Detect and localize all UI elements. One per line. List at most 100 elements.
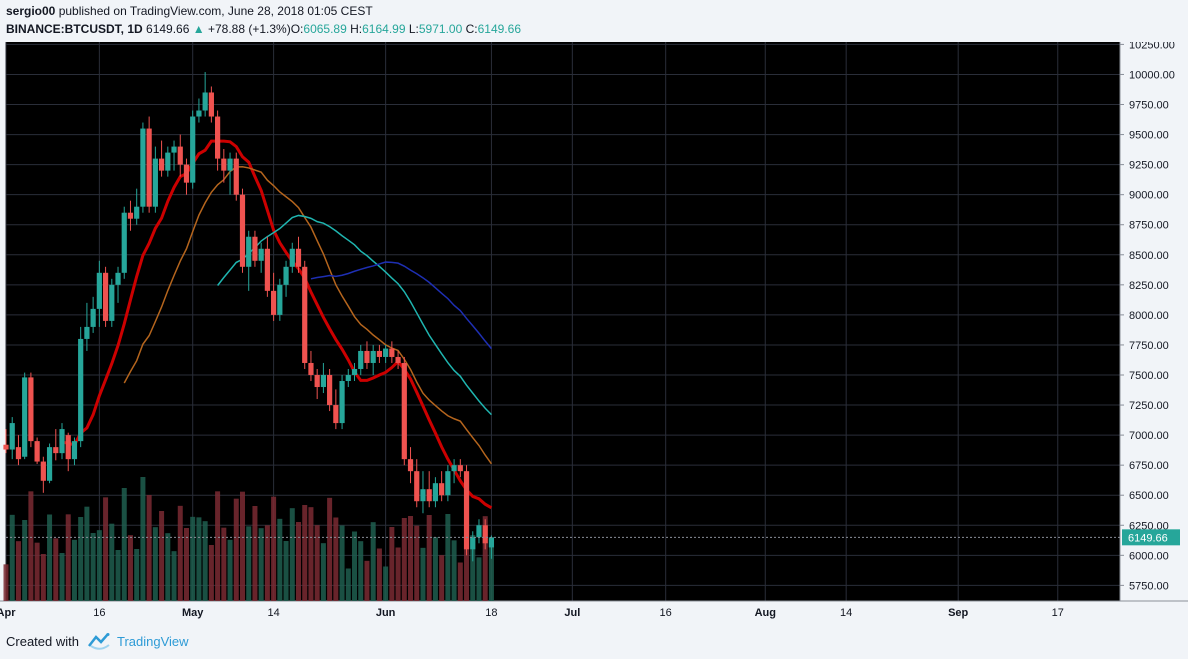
- volume-bar: [127, 535, 133, 601]
- volume-bar: [470, 535, 476, 601]
- low-value: 5971.00: [418, 22, 463, 36]
- volume-bar: [327, 497, 333, 601]
- y-tick-label: 8000.00: [1129, 310, 1169, 322]
- candle-body: [227, 158, 233, 171]
- candle-body: [327, 374, 333, 406]
- time-axis-panel: [0, 601, 1188, 622]
- volume-bar: [314, 525, 320, 601]
- candle-body: [84, 326, 90, 339]
- ma-teal-line: [217, 214, 492, 416]
- close-value: 6149.66: [477, 22, 521, 36]
- candle-body: [302, 266, 308, 363]
- volume-bar: [476, 557, 482, 601]
- volume-bar: [221, 527, 227, 601]
- volume-bar: [432, 537, 438, 601]
- candle-body: [445, 471, 451, 496]
- candle-body: [40, 461, 46, 481]
- candle-body: [395, 356, 401, 363]
- change-arrow-icon: ▲: [192, 22, 205, 36]
- candle-body: [401, 362, 407, 460]
- close-label: C:: [465, 22, 478, 36]
- candle-body: [439, 483, 445, 496]
- volume-bar: [482, 516, 488, 601]
- candle-body: [3, 444, 9, 450]
- volume-bar: [345, 568, 351, 601]
- volume-bar: [370, 522, 376, 601]
- volume-bar: [96, 530, 102, 601]
- volume-bar: [190, 516, 196, 601]
- price-axis-panel: [1120, 42, 1188, 601]
- x-tick-label: 16: [93, 607, 105, 619]
- candle-body: [470, 537, 476, 550]
- candle-body: [202, 92, 208, 111]
- candle-body: [127, 212, 134, 219]
- candle-body: [102, 272, 109, 321]
- candle-body: [71, 441, 78, 460]
- candle-body: [109, 284, 115, 321]
- candle-body: [177, 146, 183, 165]
- y-tick-label: 9750.00: [1129, 100, 1169, 112]
- volume-bar: [196, 517, 202, 601]
- tradingview-link[interactable]: TradingView: [117, 634, 189, 649]
- candle-body: [264, 248, 270, 291]
- candle-body: [289, 248, 295, 267]
- volume-bar: [3, 564, 9, 601]
- volume-bar: [208, 545, 214, 601]
- volume-bar: [420, 547, 426, 601]
- candle-body: [59, 429, 65, 454]
- y-tick-label: 5750.00: [1129, 580, 1169, 592]
- candle-body: [233, 158, 239, 195]
- candle-body: [183, 164, 190, 183]
- candle-body: [488, 537, 495, 548]
- volume-bar: [22, 520, 28, 601]
- volume-bar: [9, 514, 15, 601]
- candle-body: [78, 338, 84, 442]
- volume-bar: [53, 538, 59, 601]
- candle-body: [252, 236, 258, 261]
- candle-body: [65, 435, 71, 460]
- ma-orange-line: [123, 165, 493, 465]
- volume-bar: [352, 531, 358, 601]
- volume-bar: [215, 491, 221, 601]
- candle-body: [271, 290, 277, 315]
- volume-bar: [109, 523, 115, 601]
- ohlc-line: BINANCE:BTCUSDT, 1D 6149.66 ▲ +78.88 (+1…: [6, 22, 521, 36]
- candle-body: [370, 350, 376, 363]
- price-chart[interactable]: 10250.00 10000.00 9750.00 9500.00 9250.00 900…: [0, 42, 1188, 622]
- high-label: H:: [350, 22, 363, 36]
- volume-bar: [65, 514, 71, 601]
- x-tick-label: 14: [840, 607, 852, 619]
- volume-bar: [408, 516, 414, 601]
- candle-body: [420, 489, 426, 502]
- candle-body: [364, 350, 370, 363]
- volume-bar: [258, 528, 264, 601]
- volume-bar: [34, 542, 40, 601]
- candle-body: [320, 374, 326, 388]
- tradingview-logo-icon[interactable]: [88, 632, 112, 650]
- volume-bar: [451, 540, 457, 601]
- candle-body: [407, 459, 414, 472]
- y-tick-label: 9000.00: [1129, 190, 1169, 202]
- candle-body: [239, 194, 246, 267]
- candle-body: [351, 368, 358, 375]
- volume-bar: [40, 554, 46, 601]
- volume-bar: [71, 539, 77, 601]
- volume-bar: [15, 541, 21, 601]
- volume-layer: [3, 477, 494, 601]
- volume-bar: [183, 528, 189, 601]
- chart-header: sergio00 published on TradingView.com, J…: [0, 0, 1188, 42]
- candle-body: [333, 405, 339, 424]
- y-tick-label: 10250.00: [1129, 42, 1175, 51]
- volume-bar: [389, 527, 395, 601]
- x-tick-label: Aug: [755, 607, 776, 619]
- ma-blue-line: [310, 261, 493, 350]
- candle-body: [482, 525, 488, 544]
- y-tick-label: 7750.00: [1129, 340, 1169, 352]
- volume-bar: [457, 562, 463, 601]
- volume-bar: [264, 525, 270, 601]
- volume-bar: [271, 496, 277, 601]
- plot-background: [6, 42, 1120, 601]
- volume-bar: [488, 538, 494, 601]
- author-name[interactable]: sergio00: [6, 4, 56, 18]
- symbol-label[interactable]: BINANCE:BTCUSDT, 1D: [6, 22, 143, 36]
